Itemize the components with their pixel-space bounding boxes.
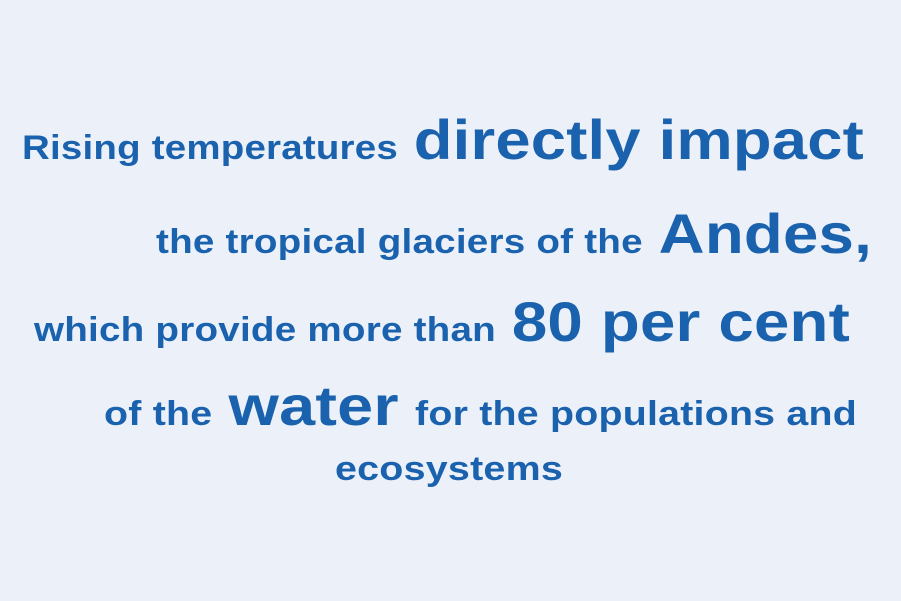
quote-text: the tropical glaciers of the bbox=[156, 223, 643, 261]
quote-text: Rising temperatures bbox=[22, 129, 398, 167]
quote-line-1: Rising temperatures directly impact bbox=[22, 112, 864, 168]
quote-line-2: the tropical glaciers of the Andes, bbox=[156, 206, 872, 262]
quote-line-5: ecosystems bbox=[335, 452, 563, 486]
quote-emphasis: directly impact bbox=[413, 108, 864, 171]
quote-emphasis: 80 per cent bbox=[511, 290, 850, 353]
quote-line-4: of the water for the populations and bbox=[104, 378, 857, 434]
quote-text: which provide more than bbox=[34, 311, 496, 349]
quote-text: of the bbox=[104, 395, 213, 433]
quote-text: ecosystems bbox=[335, 450, 563, 488]
quote-emphasis: water bbox=[228, 374, 399, 437]
quote-text: for the populations and bbox=[415, 395, 857, 433]
quote-line-3: which provide more than 80 per cent bbox=[34, 294, 850, 350]
quote-emphasis: Andes, bbox=[658, 202, 872, 265]
